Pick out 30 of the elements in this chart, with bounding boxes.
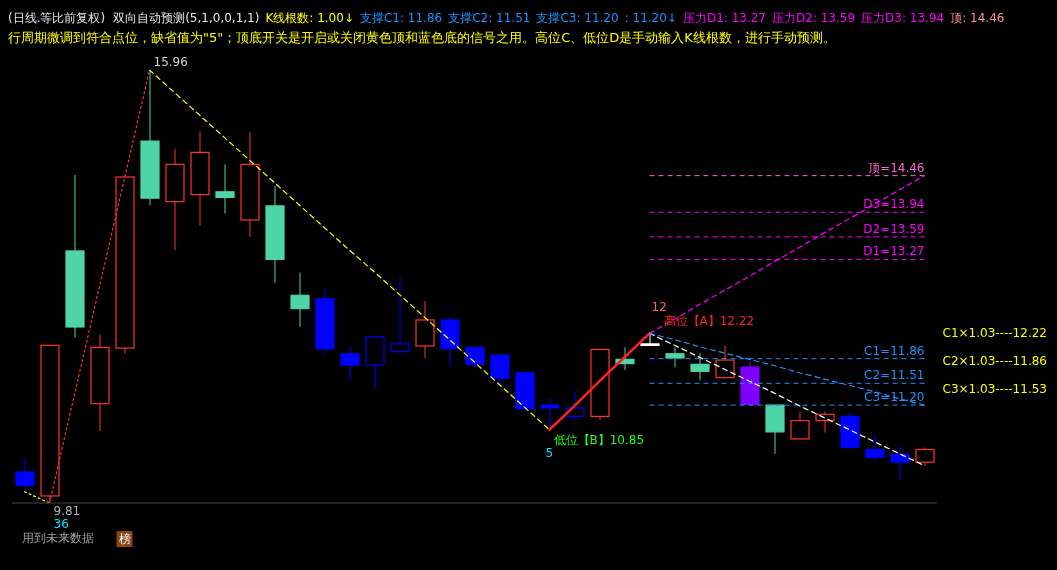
ref-line-label: 顶=14.46 [868, 160, 925, 175]
text: 双向自动预测(5,1,0,0,1,1) [113, 11, 260, 25]
text: C1×1.03----12.22 [942, 326, 1047, 341]
ref-line-label: D3=13.94 [863, 197, 925, 212]
text: 支撑C2: 11.51 [448, 11, 531, 25]
text: 压力D1: 13.27 [682, 11, 766, 25]
ref-line-label: D1=13.27 [863, 244, 925, 259]
annotation: 12 [651, 300, 667, 315]
ref-line-label: C3=11.20 [864, 390, 925, 405]
chart-title: (日线.等比前复权) [8, 11, 106, 25]
text: 9.81 [53, 504, 81, 518]
text: 支撑C3: 11.20 [536, 11, 619, 25]
text: 15.96 [153, 55, 188, 69]
text: : 11.20↓ [624, 11, 677, 25]
ref-line-label: C1=11.86 [864, 343, 925, 358]
annotation: 5 [545, 445, 554, 460]
ref-line-label: C2=11.51 [864, 368, 925, 383]
annotation: 低位【B】10.85 [553, 432, 645, 447]
text: 支撑C1: 11.86 [359, 11, 443, 25]
text: 压力D2: 13.59 [772, 11, 856, 25]
text: K线根数: 1.00↓ [265, 11, 354, 25]
text: 用到未来数据 [21, 531, 94, 545]
text: C2×1.03----11.86 [942, 354, 1047, 369]
text: 压力D3: 13.94 [861, 11, 945, 25]
text: 顶: 14.46 [950, 11, 1005, 25]
text: 36 [53, 517, 69, 531]
chart-subtitle: 行周期微调到符合点位，缺省值为"5"；顶底开关是开启或关闭黄色顶和蓝色底的信号之用。高位C、低位D是手动输入K线根数，进行手动预测。 [8, 29, 837, 47]
text: 榜 [118, 532, 131, 546]
ref-line-label: D2=13.59 [863, 221, 925, 236]
text: C3×1.03----11.53 [942, 382, 1047, 397]
